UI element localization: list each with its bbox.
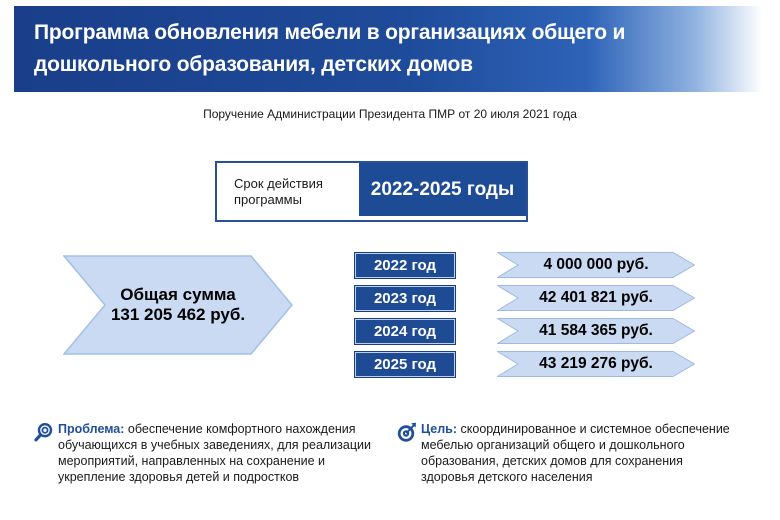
total-sum-amount: 131 205 462 руб. [110,305,246,324]
year-box-2025: 2025 год [355,352,455,377]
amount-chevron-2025: 43 219 276 руб. [497,351,695,377]
year-box-2023: 2023 год [355,286,455,311]
program-term-box: Срок действия программы 2022-2025 годы [215,161,528,222]
target-icon [397,422,416,442]
total-sum-label: Общая сумма [120,285,236,304]
problem-label: Проблема: [58,422,125,436]
header-banner: Программа обновления мебели в организаци… [14,6,770,92]
chevron-arrow-shape [497,351,695,377]
goal-section: Цель: скоординированное и системное обес… [396,421,736,485]
goal-body: скоординированное и системное обеспечени… [421,422,730,484]
page-title: Программа обновления мебели в организаци… [34,21,626,76]
amount-2025: 43 219 276 руб. [539,355,653,372]
amount-2024: 41 584 365 руб. [539,322,653,339]
program-term-value: 2022-2025 годы [359,163,526,216]
problem-section: Проблема: обеспечение комфортного нахожд… [33,421,378,485]
amount-2022: 4 000 000 руб. [543,256,649,273]
year-box-2022: 2022 год [355,253,455,278]
chevron-arrow-shape [497,252,695,278]
goal-text: Цель: скоординированное и системное обес… [421,421,736,485]
amount-chevron-2024: 41 584 365 руб. [497,318,695,344]
chevron-arrow-shape [497,318,695,344]
problem-body: обеспечение комфортного нахождения обуча… [58,422,371,484]
total-sum-chevron: Общая сумма 131 205 462 руб. [63,255,293,355]
year-box-2024: 2024 год [355,319,455,344]
chevron-arrow-shape [497,285,695,311]
total-sum-text: Общая сумма 131 205 462 руб. [63,255,293,355]
amount-2023: 42 401 821 руб. [539,289,653,306]
subtitle: Поручение Администрации Президента ПМР о… [203,107,577,121]
goal-label: Цель: [421,422,458,436]
program-term-label: Срок действия программы [217,163,359,220]
amount-chevron-2022: 4 000 000 руб. [497,252,695,278]
magnifier-icon [34,422,53,442]
problem-text: Проблема: обеспечение комфортного нахожд… [58,421,378,485]
amount-chevron-2023: 42 401 821 руб. [497,285,695,311]
chevron-arrow-shape [63,255,293,355]
